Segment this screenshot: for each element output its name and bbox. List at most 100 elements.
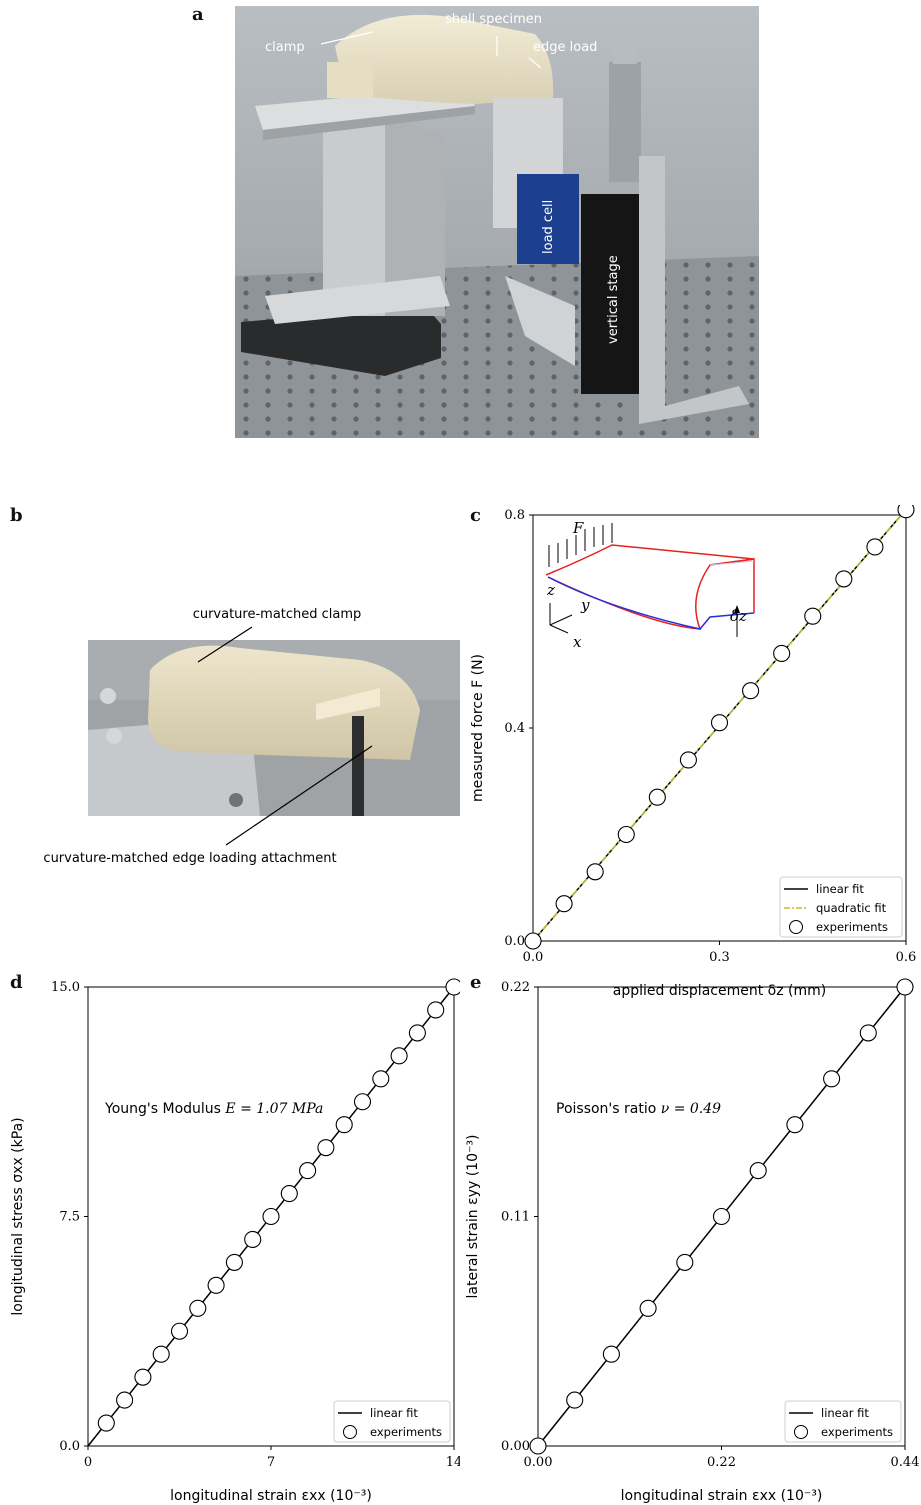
experiment-point	[866, 538, 884, 556]
chart-legend: linear fit experiments	[784, 1400, 902, 1443]
legend-label: linear fit	[816, 882, 864, 896]
inset-label-y: y	[580, 596, 590, 614]
experiment-point	[134, 1368, 152, 1386]
legend-label: experiments	[816, 920, 888, 934]
legend-marker-experiments	[789, 920, 803, 934]
experiment-point	[648, 788, 666, 806]
experiment-point	[116, 1391, 134, 1409]
y-tick-label: 15.0	[51, 980, 80, 995]
experiment-point	[207, 1276, 225, 1294]
y-tick-label: 0.22	[501, 980, 530, 995]
chart-c-points: linear fit quadratic fit experiments	[524, 505, 915, 950]
x-tick-label: 7	[267, 1455, 275, 1470]
y-tick-label: 0.0	[504, 934, 525, 949]
panel-letter-c: c	[470, 505, 481, 526]
inset-axes	[549, 603, 573, 634]
label-load-cell: load cell	[541, 200, 556, 254]
experiment-point	[408, 1024, 426, 1042]
x-tick-label: 0.00	[524, 1455, 553, 1470]
label-curvature-edge-attachment: curvature-matched edge loading attachmen…	[43, 851, 336, 866]
experiment-point	[262, 1207, 280, 1226]
x-tick-label: 0.0	[523, 950, 544, 965]
experiment-point	[524, 932, 542, 950]
setup-photo: clamp shell specimen edge load load cell…	[235, 6, 759, 438]
experiment-point	[602, 1345, 620, 1363]
y-axis-label: lateral strain εyy (10⁻³)	[465, 1135, 481, 1299]
chart-e-ticks: 0.00 0.22 0.44 0.00 0.11 0.22 longitudinal str…	[465, 980, 919, 1504]
experiment-point	[335, 1116, 353, 1134]
poisson-strain-chart: 0.00 0.22 0.44 0.00 0.11 0.22 longitudinal str…	[465, 978, 919, 1504]
experiment-point	[617, 825, 635, 844]
experiment-point	[749, 1162, 767, 1180]
experiment-point	[317, 1139, 335, 1157]
experiment-point	[244, 1230, 262, 1249]
setup-photo-drawing: clamp shell specimen edge load load cell…	[235, 6, 759, 438]
experiment-point	[445, 978, 460, 996]
experiment-point	[555, 895, 573, 913]
legend-marker-experiments	[794, 1425, 808, 1439]
legend-label: experiments	[370, 1425, 442, 1439]
inset-reference-shell	[547, 576, 755, 630]
y-tick-label: 0.0	[59, 1439, 80, 1454]
experiment-point	[97, 1414, 115, 1432]
experiment-point	[189, 1299, 207, 1317]
x-tick-label: 0.3	[709, 950, 730, 965]
legend-label: linear fit	[370, 1406, 418, 1420]
x-tick-label: 0.44	[891, 1455, 920, 1470]
y-tick-label: 0.11	[501, 1210, 530, 1225]
x-axis-label: longitudinal strain εxx (10⁻³)	[621, 1488, 823, 1504]
experiment-point	[773, 644, 791, 662]
experiment-point	[566, 1391, 584, 1409]
x-tick-label: 0.22	[707, 1455, 736, 1470]
y-tick-label: 0.4	[504, 721, 525, 736]
experiment-point	[529, 1437, 547, 1455]
inset-load-arrows	[548, 523, 613, 567]
experiment-point	[280, 1185, 298, 1203]
experiment-point	[742, 682, 760, 700]
chart-e-annotation: Poisson's ratio ν = 0.49	[556, 1101, 721, 1117]
panel-letter-b: b	[10, 505, 23, 526]
chart-d-ticks: 0 7 14 0.0 7.5 15.0 longitudinal strain εxx (1…	[10, 980, 460, 1504]
experiment-point	[639, 1299, 657, 1317]
experiment-point	[427, 1001, 445, 1019]
experiment-point	[710, 714, 729, 732]
experiment-point	[353, 1093, 372, 1111]
chart-d-points: linear fit experiments	[97, 978, 460, 1443]
x-tick-label: 0	[84, 1455, 92, 1470]
label-shell-specimen: shell specimen	[445, 12, 542, 27]
experiment-point	[804, 607, 822, 625]
chart-legend: linear fit experiments	[333, 1400, 451, 1443]
experiment-point	[170, 1322, 189, 1340]
chart-legend: linear fit quadratic fit experiments	[779, 876, 903, 938]
experiment-point	[299, 1162, 317, 1180]
inset-label-force: F	[572, 519, 584, 537]
y-axis-label: longitudinal stress σxx (kPa)	[10, 1117, 26, 1315]
experiment-point	[390, 1047, 408, 1065]
experiment-point	[896, 978, 914, 996]
stress-strain-chart: 0 7 14 0.0 7.5 15.0 longitudinal strain εxx (1…	[10, 978, 460, 1504]
experiment-point	[835, 570, 853, 588]
x-tick-label: 14	[446, 1455, 460, 1470]
experiment-point	[786, 1116, 804, 1134]
y-axis-label: measured force F (N)	[470, 654, 486, 802]
inset-label-x: x	[573, 633, 582, 651]
clamp-photo: curvature-matched clamp curvature-matche…	[43, 607, 460, 866]
inset-deformed-shell	[545, 544, 755, 630]
y-tick-label: 0.8	[504, 508, 525, 523]
label-curvature-clamp: curvature-matched clamp	[193, 607, 362, 622]
experiment-point	[859, 1024, 877, 1042]
inset-label-z: z	[546, 581, 555, 599]
experiment-point	[679, 751, 697, 769]
y-tick-label: 0.00	[501, 1439, 530, 1454]
chart-e-points: linear fit experiments	[529, 978, 914, 1455]
experiment-point	[586, 863, 604, 881]
legend-label: quadratic fit	[816, 901, 887, 915]
experiment-point	[225, 1253, 243, 1271]
legend-marker-experiments	[343, 1425, 357, 1439]
panel-letter-a: a	[192, 4, 204, 25]
experiment-point	[372, 1070, 390, 1088]
label-vertical-stage: vertical stage	[606, 255, 621, 344]
y-tick-label: 7.5	[59, 1210, 80, 1225]
panel-letter-d: d	[10, 972, 23, 993]
